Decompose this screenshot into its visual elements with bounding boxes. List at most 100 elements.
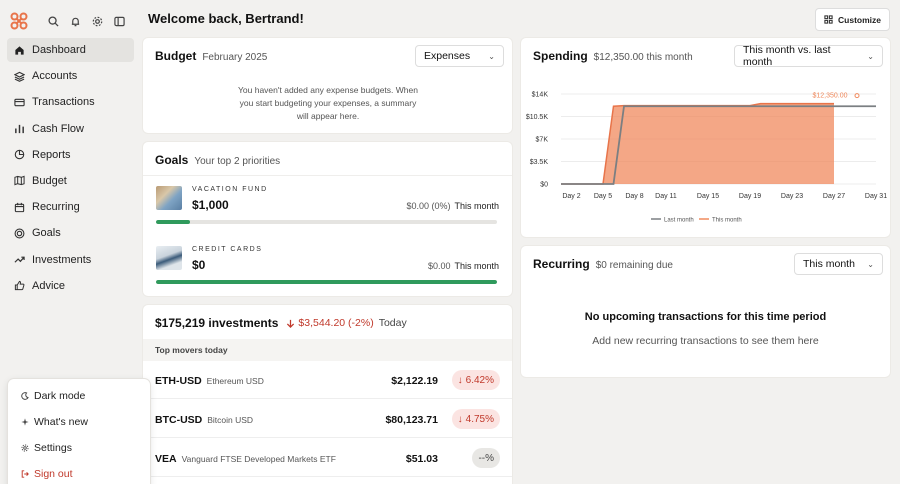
y-tick-label: $7K: [536, 137, 549, 144]
arrow-down-icon: ↓: [457, 374, 463, 386]
ticker-name: Bitcoin USD: [207, 415, 254, 425]
recurring-empty-title: No upcoming transactions for this time p…: [584, 311, 827, 323]
menu-item-label: Sign out: [34, 468, 73, 480]
layers-icon: [14, 71, 25, 82]
x-tick-label: Day 11: [655, 193, 677, 200]
ticker-price: $51.03: [405, 453, 438, 465]
this-month-area: [561, 103, 834, 184]
sidebar-item-accounts[interactable]: Accounts: [7, 64, 134, 88]
arrow-down-icon: [287, 319, 295, 328]
y-tick-label: $14K: [532, 92, 549, 99]
table-row[interactable]: VEA Vanguard FTSE Developed Markets ETF $…: [143, 439, 512, 477]
ticker-symbol: BTC-USD: [155, 414, 203, 426]
map-icon: [14, 176, 25, 186]
spending-title: Spending: [533, 49, 588, 63]
sidebar-item-advice[interactable]: Advice: [7, 274, 134, 298]
gear-icon[interactable]: [86, 10, 108, 32]
sidebar-item-recurring[interactable]: Recurring: [7, 195, 134, 219]
x-tick-label: Day 2: [562, 193, 580, 200]
legend-label-last-month: Last month: [664, 218, 694, 224]
x-tick-label: Day 5: [594, 193, 612, 200]
x-tick-label: Day 23: [781, 193, 803, 200]
budget-type-select[interactable]: Expenses ⌄: [415, 45, 504, 67]
sidebar-item-transactions[interactable]: Transactions: [7, 90, 134, 114]
x-tick-label: Day 19: [739, 193, 761, 200]
budget-card: Budget February 2025 Expenses ⌄ You have…: [143, 38, 512, 133]
sidebar-item-investments[interactable]: Investments: [7, 248, 134, 272]
menu-item-sign-out[interactable]: Sign out: [8, 461, 150, 484]
customize-button[interactable]: Customize: [815, 8, 890, 31]
sidebar-item-goals[interactable]: Goals: [7, 221, 134, 245]
sidebar-item-cash-flow[interactable]: Cash Flow: [7, 117, 134, 141]
logout-icon: [21, 470, 29, 478]
sidebar-item-label: Recurring: [32, 201, 80, 214]
menu-item-whats-new[interactable]: What's new: [8, 409, 150, 435]
table-row[interactable]: ETH-USD Ethereum USD $2,122.19 ↓ 6.42%: [143, 361, 512, 399]
moon-icon: [21, 392, 29, 400]
table-row[interactable]: BTC-USD Bitcoin USD $80,123.71 ↓ 4.75%: [143, 400, 512, 438]
goals-title: Goals: [155, 153, 189, 167]
goal-progress-bar: [156, 220, 497, 224]
menu-item-label: Dark mode: [34, 390, 86, 402]
recurring-empty-subtitle: Add new recurring transactions to see th…: [592, 335, 819, 347]
sparkle-icon: [21, 418, 29, 426]
goal-thumbnail: [156, 186, 182, 210]
sidebar-item-reports[interactable]: Reports: [7, 143, 134, 167]
arrow-down-icon: ↓: [457, 413, 463, 425]
recurring-card: Recurring $0 remaining due This month ⌄ …: [521, 246, 890, 377]
goal-item-vacation[interactable]: VACATION FUND $1,000 $0.00 (0%) This mont…: [156, 186, 499, 230]
budget-title: Budget: [155, 49, 197, 63]
sidebar-item-label: Goals: [32, 227, 61, 240]
grid-icon: [824, 15, 838, 24]
ticker-name: Ethereum USD: [206, 376, 264, 386]
goal-progress-bar: [156, 280, 497, 284]
spending-period-select[interactable]: This month vs. last month ⌄: [734, 44, 883, 68]
sidebar-item-label: Dashboard: [32, 44, 86, 56]
spending-card: Spending $12,350.00 this month This mont…: [521, 38, 890, 237]
last-month-line: [561, 105, 876, 185]
menu-item-settings[interactable]: Settings: [8, 435, 150, 461]
logo-icon[interactable]: [10, 12, 28, 30]
investments-total: $175,219 investments: [155, 316, 279, 330]
y-tick-label: $0: [540, 182, 548, 189]
goal-item-credit-cards[interactable]: CREDIT CARDS $0 $0.00 This month: [156, 246, 499, 290]
credit-card-icon: [14, 98, 25, 107]
budget-period: February 2025: [202, 52, 268, 63]
investments-period: Today: [378, 317, 407, 329]
ticker-price: $2,122.19: [391, 375, 438, 387]
sidebar-item-budget[interactable]: Budget: [7, 169, 134, 193]
goal-progress-text: $0.00 This month: [428, 261, 499, 271]
investments-card: $175,219 investments $3,544.20 (-2%) Tod…: [143, 305, 512, 484]
sidebar: Dashboard Accounts Transactions Cash Flo…: [7, 38, 134, 300]
recurring-remaining: $0 remaining due: [595, 260, 673, 271]
bell-icon[interactable]: [64, 10, 86, 32]
menu-item-label: What's new: [34, 416, 88, 428]
goal-progress-value: $0.00: [427, 261, 451, 271]
sidebar-item-dashboard[interactable]: Dashboard: [7, 38, 134, 62]
x-tick-label: Day 27: [823, 193, 845, 200]
goal-progress-text: $0.00 (0%) This month: [406, 201, 499, 211]
menu-item-label: Settings: [34, 442, 72, 454]
target-icon: [14, 228, 25, 239]
page-title: Welcome back, Bertrand!: [148, 11, 304, 26]
investments-change-value: $3,544.20 (-2%): [298, 317, 374, 329]
pie-chart-icon: [14, 149, 25, 160]
chevron-down-icon: ⌄: [488, 51, 495, 61]
recurring-period-select[interactable]: This month ⌄: [794, 253, 883, 275]
search-icon[interactable]: [42, 10, 64, 32]
chevron-down-icon: ⌄: [867, 51, 874, 61]
goals-card: Goals Your top 2 priorities VACATION FUN…: [143, 142, 512, 296]
recurring-title: Recurring: [533, 257, 590, 271]
ticker-symbol: ETH-USD: [155, 375, 202, 387]
sidebar-item-label: Transactions: [32, 96, 95, 109]
goals-subtitle: Your top 2 priorities: [194, 156, 281, 167]
spending-amount: $12,350.00 this month: [593, 52, 693, 63]
sidebar-toggle-icon[interactable]: [108, 10, 130, 32]
x-tick-label: Day 15: [697, 193, 719, 200]
menu-item-dark-mode[interactable]: Dark mode: [8, 383, 150, 409]
gear-icon: [21, 444, 29, 452]
calendar-icon: [14, 202, 25, 212]
goal-period: This month: [454, 201, 499, 211]
goal-name: VACATION FUND: [192, 186, 268, 193]
recurring-period-value: This month: [803, 258, 855, 270]
